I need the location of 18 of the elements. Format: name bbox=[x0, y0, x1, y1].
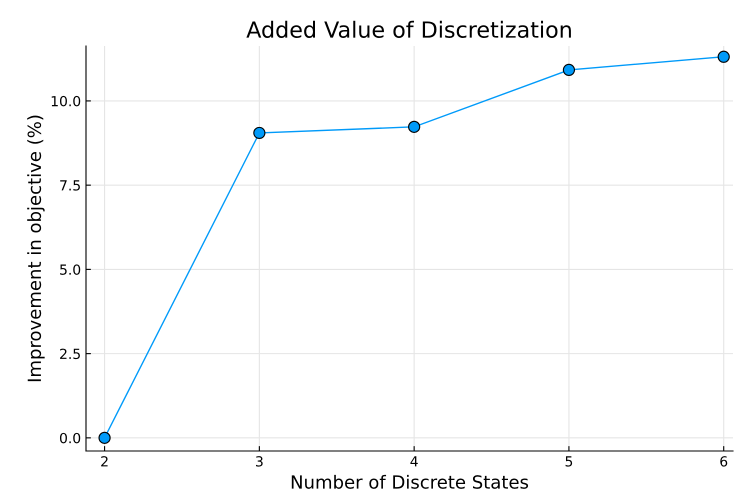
chart-title: Added Value of Discretization bbox=[246, 20, 571, 38]
x-tick-label: 2 bbox=[101, 456, 108, 466]
point bbox=[562, 64, 576, 76]
x-tick-label: 6 bbox=[720, 456, 728, 467]
y-axis-title: Improvement in objective (%) bbox=[27, 116, 45, 382]
point bbox=[408, 120, 420, 133]
x-tick-label: 4 bbox=[410, 456, 418, 466]
y-tick-label: 2.5 bbox=[60, 348, 80, 360]
y-tick-label: 10.0 bbox=[52, 96, 80, 106]
x-axis-title: Number of Discrete States bbox=[292, 474, 528, 489]
x-tick-label: 3 bbox=[256, 456, 263, 467]
point bbox=[253, 126, 266, 140]
y-tick-label: 5.0 bbox=[60, 264, 80, 275]
point bbox=[718, 50, 730, 63]
y-tick-label: 7.5 bbox=[60, 180, 80, 191]
x-tick-label: 5 bbox=[566, 456, 572, 467]
point bbox=[98, 432, 111, 444]
y-tick-label: 0.0 bbox=[60, 432, 80, 444]
